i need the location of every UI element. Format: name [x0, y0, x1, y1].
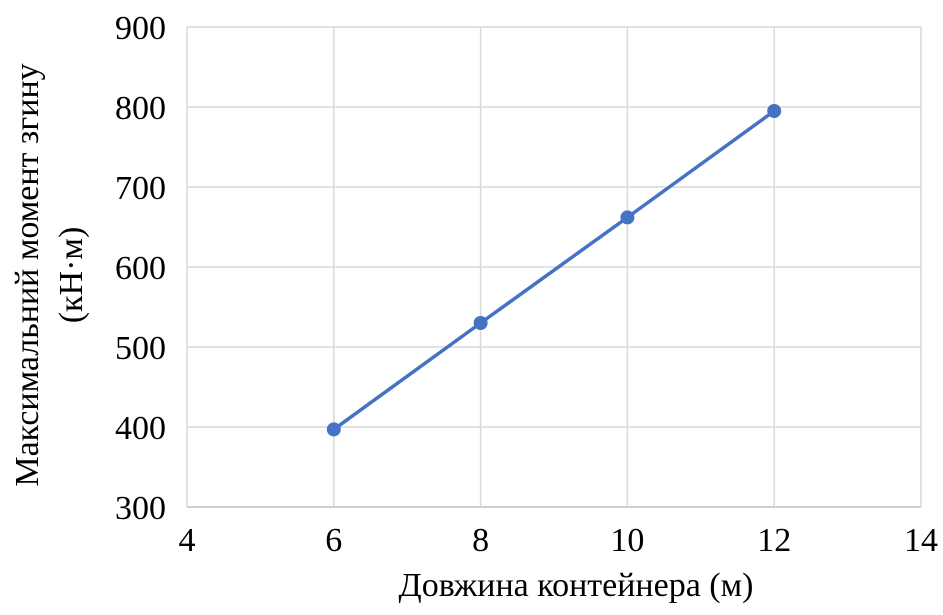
y-tick-label: 300: [115, 490, 166, 527]
x-axis-title: Довжина контейнера (м): [399, 567, 754, 604]
y-axis-ticks: 300 400 500 600 700 800 900: [115, 10, 166, 527]
series-layer: [326, 104, 782, 437]
y-tick-label: 500: [115, 330, 166, 367]
y-tick-label: 900: [115, 10, 166, 47]
y-axis-title-line-2: (кН·м): [53, 227, 90, 324]
y-tick-label: 600: [115, 250, 166, 287]
x-tick-label: 6: [325, 522, 342, 559]
x-tick-label: 12: [757, 522, 791, 559]
y-tick-label: 800: [115, 90, 166, 127]
data-point: [767, 104, 782, 118]
x-tick-label: 8: [472, 522, 489, 559]
y-tick-label: 400: [115, 410, 166, 447]
x-tick-label: 10: [610, 522, 644, 559]
series-line: [332, 109, 776, 431]
x-axis-ticks: 4 6 8 10 12 14: [179, 522, 939, 559]
y-axis-title-line-1: Максимальний момент згину: [9, 63, 46, 486]
x-tick-label: 14: [904, 522, 938, 559]
grid: [186, 26, 922, 508]
data-point: [326, 422, 341, 437]
y-tick-label: 700: [115, 170, 166, 207]
data-point: [620, 210, 635, 225]
x-tick-label: 4: [179, 522, 196, 559]
data-point: [473, 316, 488, 330]
